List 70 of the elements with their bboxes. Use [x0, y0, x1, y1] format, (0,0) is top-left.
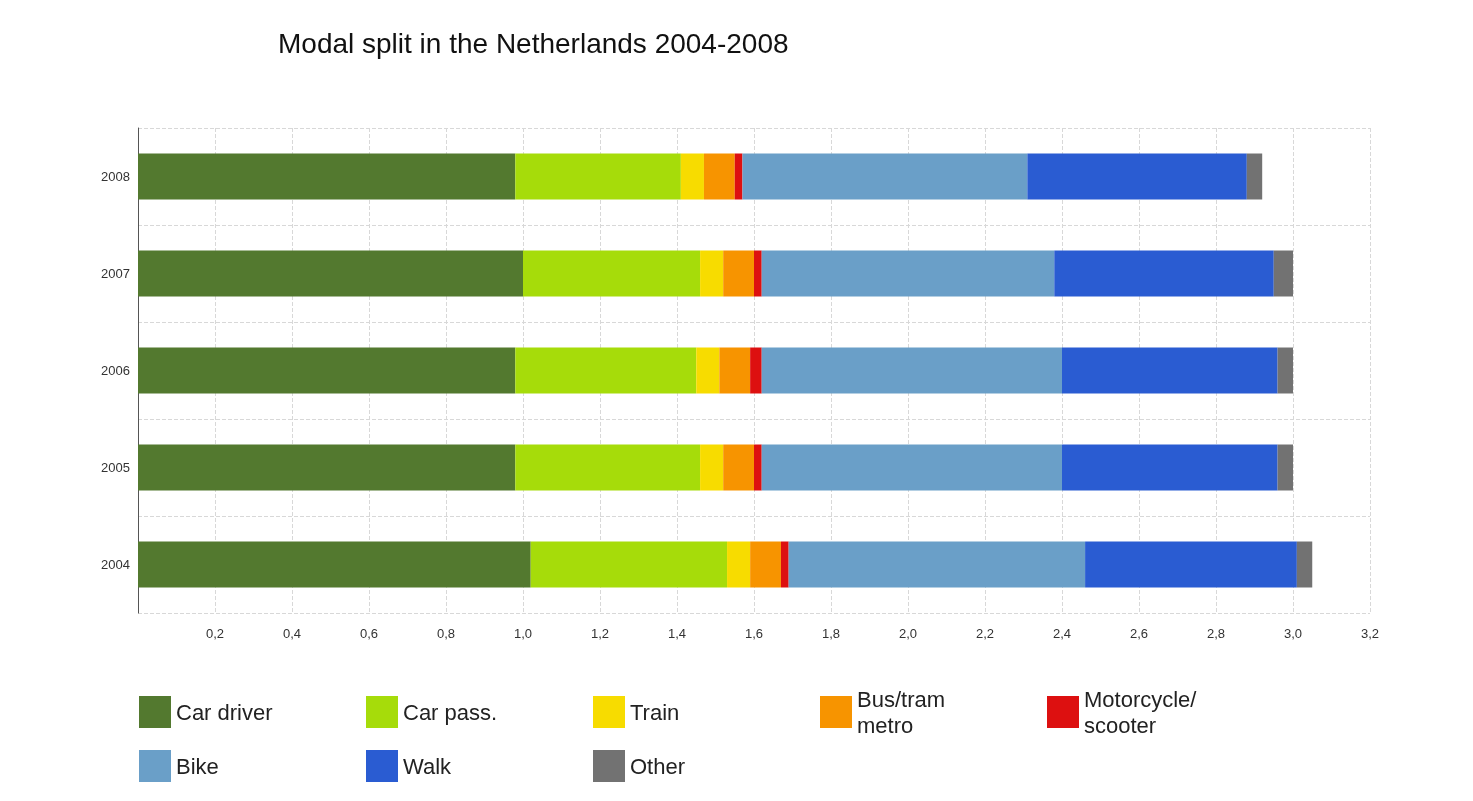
y-tick-label: 2008	[101, 169, 130, 184]
x-tick-label: 0,4	[282, 626, 302, 641]
chart-title: Modal split in the Netherlands 2004-2008	[278, 27, 789, 59]
bar	[719, 347, 751, 394]
bar	[530, 541, 728, 588]
y-tick-label: 2007	[101, 266, 130, 281]
legend-label: Bike	[176, 753, 219, 779]
legend-label: Bus/tram metro	[857, 686, 946, 738]
x-tick-label: 1,2	[590, 626, 610, 641]
x-tick-label: 0,2	[205, 626, 225, 641]
bar	[138, 347, 516, 394]
bar	[1296, 541, 1313, 588]
legend-label: Train	[630, 699, 680, 725]
bar	[138, 444, 516, 491]
x-tick-label: 3,2	[1360, 626, 1380, 641]
bar	[1277, 347, 1293, 394]
bar	[515, 153, 681, 200]
bar	[750, 347, 762, 394]
x-tick-label: 1,6	[744, 626, 764, 641]
bar	[754, 444, 762, 491]
bar	[1062, 347, 1278, 394]
bar	[734, 153, 743, 200]
legend-label: Car driver	[176, 699, 273, 725]
bar	[1054, 250, 1274, 297]
bar	[788, 541, 1086, 588]
bar	[700, 250, 724, 297]
bar	[138, 541, 531, 588]
bar	[723, 250, 754, 297]
x-tick-label: 1,8	[821, 626, 841, 641]
bar	[750, 541, 781, 588]
bar	[742, 153, 1028, 200]
bar	[1062, 444, 1278, 491]
x-tick-label: 2,8	[1206, 626, 1226, 641]
y-tick-label: 2004	[101, 557, 130, 572]
bar	[1277, 444, 1293, 491]
bar	[761, 250, 1055, 297]
bar	[1273, 250, 1293, 297]
bar	[696, 347, 720, 394]
bar	[138, 250, 523, 297]
x-tick-label: 3,0	[1283, 626, 1303, 641]
bar	[1027, 153, 1247, 200]
x-tick-label: 2,2	[975, 626, 995, 641]
bar	[754, 250, 762, 297]
bar	[761, 444, 1062, 491]
x-tick-label: 2,4	[1052, 626, 1072, 641]
bar	[1085, 541, 1297, 588]
x-tick-label: 2,6	[1129, 626, 1149, 641]
legend-label: Car pass.	[403, 699, 498, 725]
legend-label: Other	[630, 753, 686, 779]
bar	[523, 250, 701, 297]
x-tick-label: 0,8	[436, 626, 456, 641]
legend-label: Walk	[403, 753, 453, 779]
x-tick-label: 1,4	[667, 626, 687, 641]
bar	[515, 444, 701, 491]
y-tick-label: 2005	[101, 460, 130, 475]
bar	[723, 444, 754, 491]
bar	[780, 541, 789, 588]
x-tick-label: 0,6	[359, 626, 379, 641]
bar	[703, 153, 735, 200]
bar	[727, 541, 751, 588]
x-tick-label: 1,0	[513, 626, 533, 641]
bar	[761, 347, 1062, 394]
bar	[1246, 153, 1263, 200]
legend-label: Motorcycle/ scooter	[1084, 686, 1198, 738]
bar	[700, 444, 724, 491]
y-tick-label: 2006	[101, 363, 130, 378]
x-tick-label: 2,0	[898, 626, 918, 641]
bar	[138, 153, 516, 200]
bar	[680, 153, 704, 200]
bar	[515, 347, 697, 394]
